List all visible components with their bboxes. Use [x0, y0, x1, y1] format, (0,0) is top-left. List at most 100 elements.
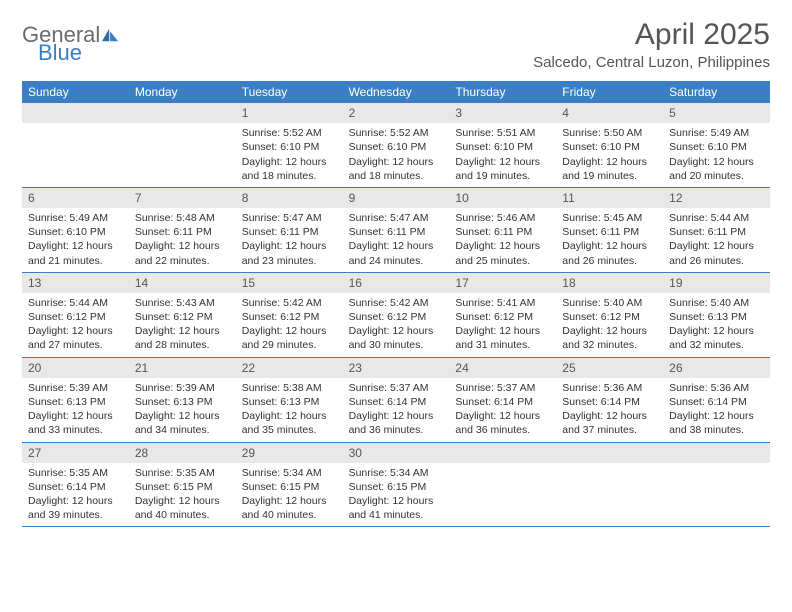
calendar-week: 27Sunrise: 5:35 AMSunset: 6:14 PMDayligh… [22, 443, 770, 528]
day-number: 20 [22, 358, 129, 378]
day-number: 6 [22, 188, 129, 208]
day-number: 17 [449, 273, 556, 293]
weekday-sunday: Sunday [22, 81, 129, 103]
day-details: Sunrise: 5:41 AMSunset: 6:12 PMDaylight:… [449, 293, 556, 357]
day-number: 1 [236, 103, 343, 123]
day-number: 3 [449, 103, 556, 123]
day-details [449, 463, 556, 521]
calendar-cell: 2Sunrise: 5:52 AMSunset: 6:10 PMDaylight… [343, 103, 450, 187]
weekday-wednesday: Wednesday [343, 81, 450, 103]
weekday-thursday: Thursday [449, 81, 556, 103]
day-details: Sunrise: 5:50 AMSunset: 6:10 PMDaylight:… [556, 123, 663, 187]
calendar-cell: 29Sunrise: 5:34 AMSunset: 6:15 PMDayligh… [236, 443, 343, 527]
calendar-cell: 22Sunrise: 5:38 AMSunset: 6:13 PMDayligh… [236, 358, 343, 442]
calendar-cell: 15Sunrise: 5:42 AMSunset: 6:12 PMDayligh… [236, 273, 343, 357]
day-number [556, 443, 663, 463]
day-details: Sunrise: 5:46 AMSunset: 6:11 PMDaylight:… [449, 208, 556, 272]
day-details: Sunrise: 5:45 AMSunset: 6:11 PMDaylight:… [556, 208, 663, 272]
day-number: 16 [343, 273, 450, 293]
day-details: Sunrise: 5:38 AMSunset: 6:13 PMDaylight:… [236, 378, 343, 442]
day-details: Sunrise: 5:40 AMSunset: 6:12 PMDaylight:… [556, 293, 663, 357]
calendar-cell [449, 443, 556, 527]
day-number: 25 [556, 358, 663, 378]
calendar-cell: 8Sunrise: 5:47 AMSunset: 6:11 PMDaylight… [236, 188, 343, 272]
day-details [22, 123, 129, 181]
day-details: Sunrise: 5:39 AMSunset: 6:13 PMDaylight:… [129, 378, 236, 442]
day-number: 4 [556, 103, 663, 123]
day-details: Sunrise: 5:34 AMSunset: 6:15 PMDaylight:… [236, 463, 343, 527]
brand-logo: General Blue [22, 18, 120, 64]
calendar-cell: 27Sunrise: 5:35 AMSunset: 6:14 PMDayligh… [22, 443, 129, 527]
calendar-cell: 21Sunrise: 5:39 AMSunset: 6:13 PMDayligh… [129, 358, 236, 442]
day-details: Sunrise: 5:49 AMSunset: 6:10 PMDaylight:… [22, 208, 129, 272]
day-details: Sunrise: 5:51 AMSunset: 6:10 PMDaylight:… [449, 123, 556, 187]
day-details: Sunrise: 5:36 AMSunset: 6:14 PMDaylight:… [556, 378, 663, 442]
day-number: 5 [663, 103, 770, 123]
day-details: Sunrise: 5:37 AMSunset: 6:14 PMDaylight:… [449, 378, 556, 442]
day-number: 21 [129, 358, 236, 378]
calendar-cell: 4Sunrise: 5:50 AMSunset: 6:10 PMDaylight… [556, 103, 663, 187]
title-block: April 2025 Salcedo, Central Luzon, Phili… [533, 18, 770, 71]
calendar-cell: 13Sunrise: 5:44 AMSunset: 6:12 PMDayligh… [22, 273, 129, 357]
calendar-cell: 1Sunrise: 5:52 AMSunset: 6:10 PMDaylight… [236, 103, 343, 187]
calendar-cell: 7Sunrise: 5:48 AMSunset: 6:11 PMDaylight… [129, 188, 236, 272]
day-details: Sunrise: 5:34 AMSunset: 6:15 PMDaylight:… [343, 463, 450, 527]
calendar-cell: 20Sunrise: 5:39 AMSunset: 6:13 PMDayligh… [22, 358, 129, 442]
day-details: Sunrise: 5:42 AMSunset: 6:12 PMDaylight:… [343, 293, 450, 357]
day-number: 28 [129, 443, 236, 463]
calendar-body: 1Sunrise: 5:52 AMSunset: 6:10 PMDaylight… [22, 103, 770, 527]
weekday-tuesday: Tuesday [236, 81, 343, 103]
day-number: 15 [236, 273, 343, 293]
calendar-cell: 5Sunrise: 5:49 AMSunset: 6:10 PMDaylight… [663, 103, 770, 187]
calendar-cell: 19Sunrise: 5:40 AMSunset: 6:13 PMDayligh… [663, 273, 770, 357]
day-number: 18 [556, 273, 663, 293]
calendar-cell: 16Sunrise: 5:42 AMSunset: 6:12 PMDayligh… [343, 273, 450, 357]
day-details [663, 463, 770, 521]
calendar-cell: 3Sunrise: 5:51 AMSunset: 6:10 PMDaylight… [449, 103, 556, 187]
calendar-week: 13Sunrise: 5:44 AMSunset: 6:12 PMDayligh… [22, 273, 770, 358]
day-details: Sunrise: 5:39 AMSunset: 6:13 PMDaylight:… [22, 378, 129, 442]
calendar-cell: 30Sunrise: 5:34 AMSunset: 6:15 PMDayligh… [343, 443, 450, 527]
day-number: 30 [343, 443, 450, 463]
day-number: 11 [556, 188, 663, 208]
day-details: Sunrise: 5:40 AMSunset: 6:13 PMDaylight:… [663, 293, 770, 357]
day-details: Sunrise: 5:35 AMSunset: 6:15 PMDaylight:… [129, 463, 236, 527]
calendar: Sunday Monday Tuesday Wednesday Thursday… [22, 81, 770, 527]
day-details: Sunrise: 5:36 AMSunset: 6:14 PMDaylight:… [663, 378, 770, 442]
calendar-cell [663, 443, 770, 527]
calendar-cell: 26Sunrise: 5:36 AMSunset: 6:14 PMDayligh… [663, 358, 770, 442]
page-header: General Blue April 2025 Salcedo, Central… [22, 18, 770, 71]
day-number: 10 [449, 188, 556, 208]
day-details: Sunrise: 5:37 AMSunset: 6:14 PMDaylight:… [343, 378, 450, 442]
day-number: 12 [663, 188, 770, 208]
calendar-cell: 10Sunrise: 5:46 AMSunset: 6:11 PMDayligh… [449, 188, 556, 272]
weekday-header: Sunday Monday Tuesday Wednesday Thursday… [22, 81, 770, 103]
day-number: 13 [22, 273, 129, 293]
day-number [449, 443, 556, 463]
calendar-cell: 12Sunrise: 5:44 AMSunset: 6:11 PMDayligh… [663, 188, 770, 272]
day-number: 19 [663, 273, 770, 293]
calendar-cell: 14Sunrise: 5:43 AMSunset: 6:12 PMDayligh… [129, 273, 236, 357]
day-number: 24 [449, 358, 556, 378]
day-number: 29 [236, 443, 343, 463]
weekday-saturday: Saturday [663, 81, 770, 103]
day-number [663, 443, 770, 463]
logo-sail-icon [102, 28, 120, 42]
calendar-cell: 11Sunrise: 5:45 AMSunset: 6:11 PMDayligh… [556, 188, 663, 272]
day-number [129, 103, 236, 123]
calendar-cell [22, 103, 129, 187]
calendar-cell: 6Sunrise: 5:49 AMSunset: 6:10 PMDaylight… [22, 188, 129, 272]
calendar-cell: 17Sunrise: 5:41 AMSunset: 6:12 PMDayligh… [449, 273, 556, 357]
weekday-friday: Friday [556, 81, 663, 103]
calendar-cell: 28Sunrise: 5:35 AMSunset: 6:15 PMDayligh… [129, 443, 236, 527]
calendar-week: 1Sunrise: 5:52 AMSunset: 6:10 PMDaylight… [22, 103, 770, 188]
location-text: Salcedo, Central Luzon, Philippines [533, 54, 770, 71]
day-number: 23 [343, 358, 450, 378]
day-details: Sunrise: 5:47 AMSunset: 6:11 PMDaylight:… [236, 208, 343, 272]
calendar-cell: 9Sunrise: 5:47 AMSunset: 6:11 PMDaylight… [343, 188, 450, 272]
day-details: Sunrise: 5:44 AMSunset: 6:12 PMDaylight:… [22, 293, 129, 357]
day-details: Sunrise: 5:42 AMSunset: 6:12 PMDaylight:… [236, 293, 343, 357]
calendar-cell: 23Sunrise: 5:37 AMSunset: 6:14 PMDayligh… [343, 358, 450, 442]
day-details: Sunrise: 5:44 AMSunset: 6:11 PMDaylight:… [663, 208, 770, 272]
day-number: 22 [236, 358, 343, 378]
